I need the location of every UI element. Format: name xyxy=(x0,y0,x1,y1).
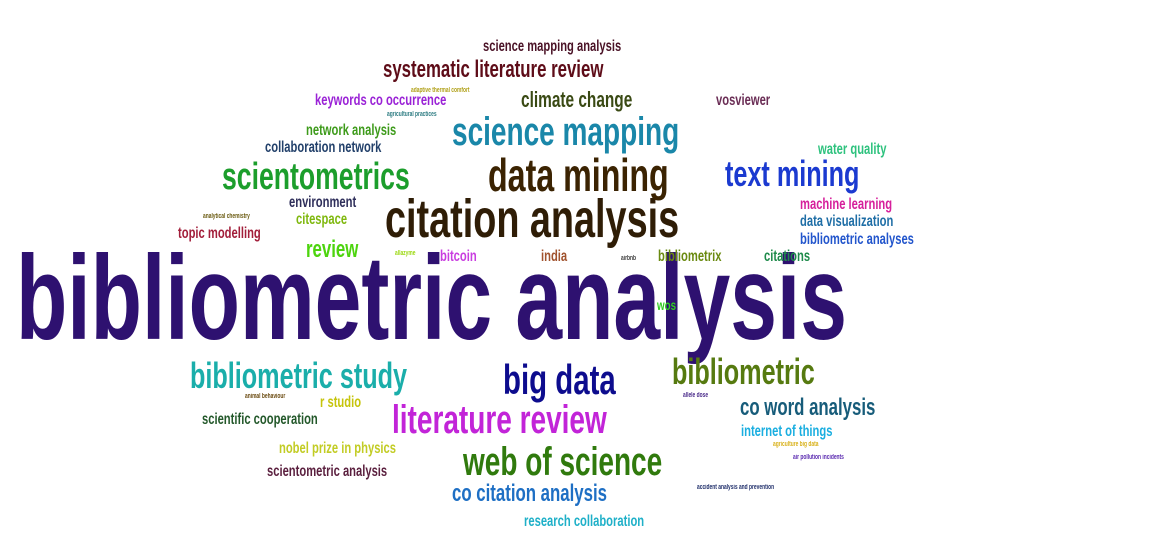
word-topic-modelling: topic modelling xyxy=(178,225,261,242)
word-review: review xyxy=(306,236,359,263)
word-research-collaboration: research collaboration xyxy=(524,513,645,530)
word-citespace: citespace xyxy=(296,211,348,228)
word-literature-review: literature review xyxy=(392,398,607,442)
word-data-visualization: data visualization xyxy=(800,213,894,230)
word-big-data: big data xyxy=(503,356,616,403)
word-web-of-science: web of science xyxy=(463,440,663,484)
word-agriculture-big-data: agriculture big data xyxy=(773,441,819,448)
word-air-pollution-incidents: air pollution incidents xyxy=(793,454,844,461)
word-vosviewer: vosviewer xyxy=(716,92,771,109)
word-internet-of-things: internet of things xyxy=(741,423,833,440)
word-citation-analysis: citation analysis xyxy=(385,189,680,249)
word-co-word-analysis: co word analysis xyxy=(740,394,876,421)
word-scientometrics: scientometrics xyxy=(222,156,410,198)
word-collaboration-network: collaboration network xyxy=(265,139,382,156)
word-water-quality: water quality xyxy=(818,141,887,158)
word-accident-analysis-and-prevention: accident analysis and prevention xyxy=(697,484,775,491)
word-systematic-literature-review: systematic literature review xyxy=(383,56,604,83)
word-airbnb: airbnb xyxy=(621,255,636,262)
word-agricultural-practices: agricultural practices xyxy=(387,111,437,118)
word-data-mining: data mining xyxy=(488,149,669,201)
word-citations: citations xyxy=(764,248,811,265)
word-wos: wos xyxy=(657,297,677,313)
word-r-studio: r studio xyxy=(320,394,362,411)
word-nobel-prize-in-physics: nobel prize in physics xyxy=(279,440,397,457)
word-allazyme: allazyme xyxy=(395,250,416,257)
word-network-analysis: network analysis xyxy=(306,122,397,139)
word-keywords-co-occurrence: keywords co occurrence xyxy=(315,92,447,109)
word-climate-change: climate change xyxy=(521,87,633,112)
word-allele-dose: allele dose xyxy=(683,392,709,399)
word-analytical-chemistry: analytical chemistry xyxy=(203,213,250,220)
word-bibliometric: bibliometric xyxy=(672,351,815,392)
word-bitcoin: bitcoin xyxy=(440,248,477,265)
word-science-mapping-analysis: science mapping analysis xyxy=(483,38,622,55)
word-adaptive-thermal-comfort: adaptive thermal comfort xyxy=(411,87,470,94)
word-animal-behaviour: animal behaviour xyxy=(245,393,286,400)
word-bibliometric-study: bibliometric study xyxy=(190,355,408,396)
word-scientometric-analysis: scientometric analysis xyxy=(267,463,388,480)
word-bibliometric-analyses: bibliometric analyses xyxy=(800,231,914,248)
word-scientific-cooperation: scientific cooperation xyxy=(202,411,318,428)
word-machine-learning: machine learning xyxy=(800,196,893,213)
word-text-mining: text mining xyxy=(725,153,860,194)
word-science-mapping: science mapping xyxy=(452,110,680,154)
word-bibliometric-analysis: bibliometric analysis xyxy=(16,231,847,365)
word-india: india xyxy=(541,248,568,265)
word-bibliometrix: bibliometrix xyxy=(658,248,722,265)
word-environment: environment xyxy=(289,194,357,211)
word-co-citation-analysis: co citation analysis xyxy=(452,480,607,507)
